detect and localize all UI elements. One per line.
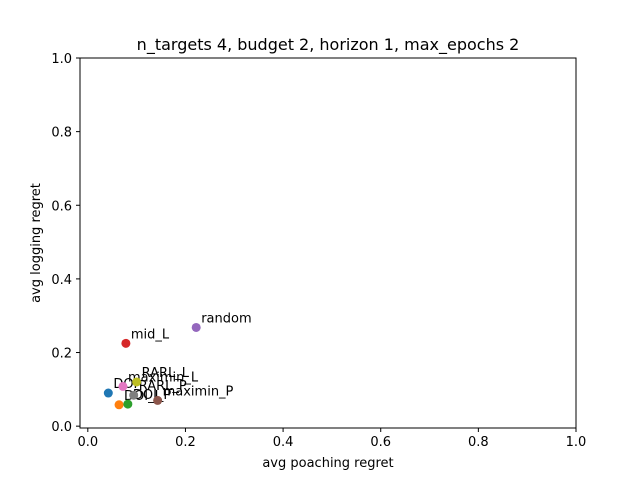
x-tick-label: 0.8: [468, 435, 489, 450]
point-label: mid_L: [131, 327, 170, 342]
data-point: [132, 377, 142, 387]
data-points: DOIDOI_LDOI_Pmid_Lrandommaximin_Pmaximin…: [103, 311, 252, 410]
data-point: [118, 381, 128, 391]
x-axis-label: avg poaching regret: [262, 456, 393, 471]
data-point: [123, 399, 133, 409]
y-tick-label: 0.8: [51, 126, 72, 141]
y-tick-label: 0.0: [51, 420, 72, 435]
y-tick-label: 0.6: [51, 199, 72, 214]
data-point: [153, 395, 163, 405]
chart-title: n_targets 4, budget 2, horizon 1, max_ep…: [137, 35, 520, 55]
point-label: RARL_P: [139, 379, 187, 394]
x-tick-label: 0.4: [273, 435, 294, 450]
data-point: [103, 388, 113, 398]
y-tick-label: 0.2: [51, 347, 72, 362]
x-tick-label: 0.2: [175, 435, 196, 450]
x-tick-label: 0.6: [370, 435, 391, 450]
data-point: [121, 338, 131, 348]
plot-area-frame: [79, 57, 577, 429]
y-tick-label: 1.0: [51, 52, 72, 67]
point-label: maximin_L: [128, 370, 199, 385]
x-tick-label: 1.0: [566, 435, 587, 450]
x-axis-ticks: 0.0 0.2 0.4 0.6 0.8 1.0: [77, 428, 586, 450]
data-point: [129, 390, 139, 400]
point-label: RARL_L: [142, 366, 190, 381]
y-tick-label: 0.4: [51, 273, 72, 288]
y-axis-label: avg logging regret: [29, 183, 44, 303]
data-point: [191, 322, 201, 332]
point-label: random: [201, 311, 251, 326]
point-label: maximin_P: [163, 384, 234, 399]
x-tick-label: 0.0: [77, 435, 98, 450]
data-point: [114, 400, 124, 410]
y-axis-ticks: 0.0 0.2 0.4 0.6 0.8 1.0: [51, 52, 80, 435]
